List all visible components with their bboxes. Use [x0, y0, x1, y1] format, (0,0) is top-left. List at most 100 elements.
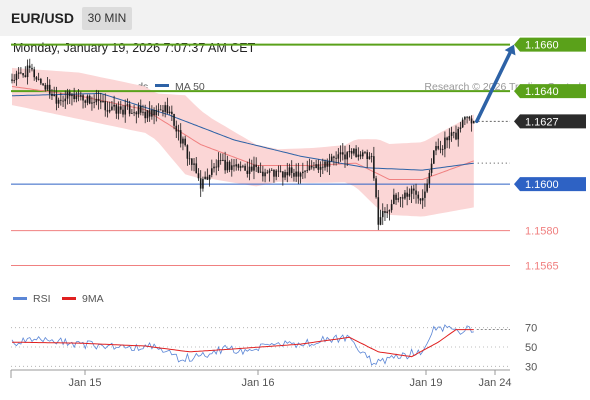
candle-body	[439, 148, 442, 150]
candle	[452, 131, 455, 139]
candle	[77, 89, 80, 102]
candle	[13, 74, 16, 84]
candle-body	[388, 210, 391, 212]
candle	[344, 145, 346, 168]
candle-body	[339, 152, 342, 155]
rsi-legend-label: RSI	[33, 293, 51, 305]
candle-body	[186, 145, 189, 159]
candle-body	[48, 84, 51, 94]
candle-body	[155, 110, 158, 116]
level-label: 1.1627	[525, 116, 559, 128]
candle-body	[51, 93, 53, 96]
candle-body	[417, 194, 420, 199]
candle	[26, 59, 29, 85]
candle-body	[97, 98, 100, 101]
candle-body	[452, 132, 455, 134]
candle	[175, 120, 178, 139]
candle-body	[131, 113, 133, 114]
candle	[42, 83, 44, 86]
candle-body	[468, 116, 471, 119]
candle	[182, 136, 184, 151]
candle	[226, 155, 229, 173]
candle	[302, 162, 304, 180]
candle	[193, 157, 195, 172]
candle-body	[95, 98, 98, 103]
candle-body	[401, 197, 404, 199]
candle-body	[124, 105, 127, 115]
candle-body	[53, 94, 55, 96]
level-label: 1.1565	[525, 260, 559, 272]
candle	[73, 87, 75, 103]
candle-body	[279, 171, 282, 173]
candle	[299, 171, 302, 184]
level-label: 1.1600	[525, 179, 559, 191]
candle	[117, 101, 120, 120]
candle	[377, 190, 380, 231]
level-tag	[514, 114, 586, 129]
candle-body	[151, 109, 153, 117]
candle-body	[255, 164, 257, 168]
candle	[293, 168, 295, 182]
candle-body	[419, 198, 422, 201]
candle	[353, 148, 355, 156]
candle	[350, 148, 353, 160]
candle-body	[24, 75, 27, 78]
candle-body	[333, 156, 335, 158]
candle	[171, 105, 173, 121]
candle-body	[441, 149, 444, 150]
candle	[113, 95, 115, 111]
candle	[393, 188, 395, 205]
candle-body	[228, 161, 231, 170]
candle	[217, 152, 220, 172]
candle-body	[346, 152, 349, 160]
candle	[104, 93, 107, 117]
candle	[339, 145, 342, 162]
candle	[388, 209, 391, 221]
candle	[155, 105, 158, 122]
candle	[268, 168, 271, 182]
level-label: 1.1660	[525, 40, 559, 52]
timeframe-button[interactable]: 30 MIN	[82, 7, 132, 30]
candle-body	[102, 100, 104, 103]
candle	[333, 155, 335, 166]
candle-body	[282, 171, 284, 178]
candle	[46, 76, 49, 91]
candle-body	[71, 94, 73, 97]
candle	[430, 158, 433, 177]
candle-body	[73, 94, 75, 100]
candle-body	[17, 72, 20, 74]
candle-body	[459, 127, 462, 129]
candle	[282, 171, 284, 186]
candle	[384, 207, 386, 221]
candle	[133, 104, 135, 117]
candle	[373, 146, 375, 181]
candle-body	[75, 95, 78, 100]
candle	[455, 125, 457, 141]
candle-body	[348, 151, 351, 153]
candle-body	[215, 166, 218, 168]
candle-body	[297, 171, 300, 177]
candle	[219, 153, 222, 165]
candle	[82, 93, 84, 109]
candle-body	[268, 170, 271, 173]
candle	[195, 157, 198, 174]
ma50-legend-swatch	[155, 84, 169, 87]
candle	[157, 103, 160, 116]
candle	[224, 151, 226, 174]
candle	[386, 204, 388, 219]
candle-body	[337, 154, 340, 159]
candle-body	[168, 111, 171, 114]
candle-body	[322, 166, 324, 168]
candle-body	[206, 176, 209, 180]
candle-body	[137, 106, 140, 115]
candle	[266, 169, 269, 174]
candle	[239, 161, 242, 172]
candle-body	[413, 188, 415, 191]
candle	[410, 185, 413, 203]
candle-body	[395, 194, 397, 200]
rsi-ma9-line	[12, 329, 474, 358]
candle-body	[128, 104, 131, 114]
candle	[413, 184, 415, 200]
candle	[379, 209, 382, 226]
candle-body	[357, 154, 360, 157]
